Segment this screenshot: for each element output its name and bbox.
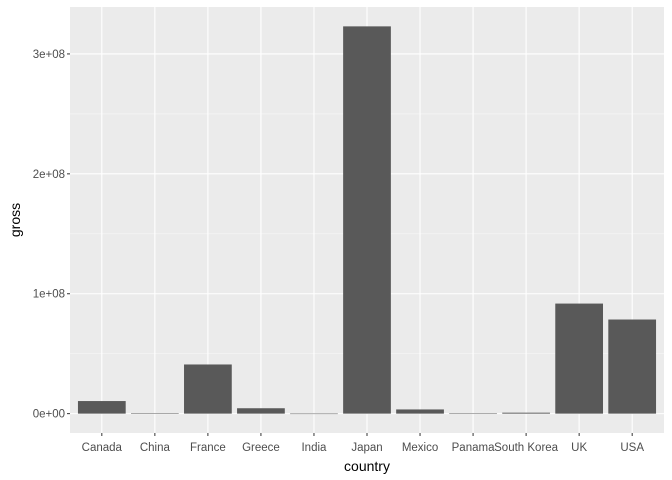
bar-greece <box>237 408 285 414</box>
x-tick-label: Panama <box>452 442 495 454</box>
bars <box>77 26 657 415</box>
x-tick-label: UK <box>571 442 587 454</box>
major-gridlines <box>70 7 664 433</box>
bar-uk <box>555 303 604 414</box>
x-axis: Canada China France Greece India Japan Mexico P… <box>82 433 644 454</box>
x-tick-label: USA <box>620 442 644 454</box>
bar-canada <box>77 401 126 414</box>
y-tick-label: 3e+08 <box>33 49 65 61</box>
bar-india <box>290 413 338 415</box>
x-tick-label: Greece <box>242 442 280 454</box>
bar-south-korea <box>502 412 550 414</box>
x-tick-label: Mexico <box>402 442 438 454</box>
bar-panama <box>449 413 497 415</box>
y-tick-label: 0e+00 <box>33 409 65 421</box>
x-tick-label: China <box>140 442 171 454</box>
bar-usa <box>608 319 657 414</box>
bar-france <box>184 364 232 414</box>
x-tick-label: France <box>190 442 226 454</box>
y-axis-title: gross <box>7 203 23 237</box>
x-tick-label: Japan <box>351 442 382 454</box>
x-axis-title: country <box>344 458 390 474</box>
x-tick-label: Canada <box>82 442 123 454</box>
x-tick-label: India <box>301 442 327 454</box>
bar-china <box>130 413 179 414</box>
y-tick-label: 1e+08 <box>33 289 65 301</box>
x-tick-label: South Korea <box>494 442 559 454</box>
bar-mexico <box>396 409 444 414</box>
y-tick-label: 2e+08 <box>33 169 65 181</box>
bar-japan <box>343 26 391 414</box>
y-axis: 0e+00 1e+08 2e+08 3e+08 <box>33 49 70 421</box>
